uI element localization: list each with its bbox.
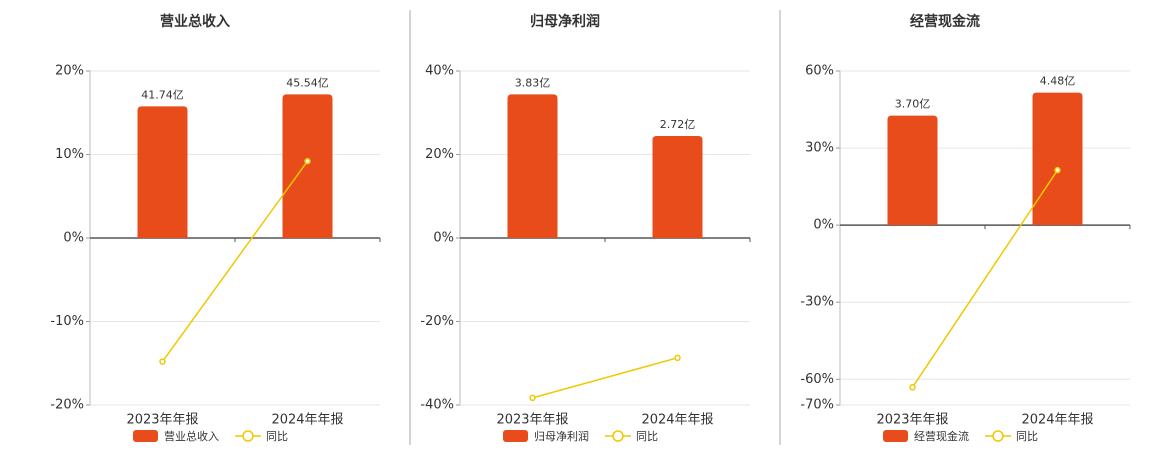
line-point (304, 157, 311, 165)
y-tick-label: 0% (813, 218, 834, 233)
y-tick-label: 0% (433, 231, 454, 246)
y-tick-label: 0% (63, 231, 84, 246)
bar (1032, 92, 1083, 226)
line (911, 169, 1059, 388)
legend-icon (992, 430, 1004, 442)
value-label: 2.72亿 (660, 118, 696, 131)
value-label: 3.70亿 (895, 98, 931, 111)
legend-icon (242, 430, 254, 442)
legend-label: 归母净利润 (534, 429, 589, 443)
value-label: 45.54亿 (286, 76, 329, 89)
line-point (909, 384, 916, 391)
bar (652, 136, 703, 238)
x-tick-label: 2024年年报 (271, 413, 343, 428)
line-point (529, 394, 536, 402)
x-tick-label: 2023年年报 (496, 413, 568, 428)
legend-label: 同比 (266, 430, 288, 443)
bar (282, 94, 333, 238)
y-tick-label: 30% (805, 141, 834, 156)
y-tick-label: -20% (420, 314, 454, 329)
bar (137, 106, 188, 238)
value-label: 4.48亿 (1040, 75, 1076, 88)
y-tick-label: 40% (425, 64, 454, 79)
y-tick-label: -20% (50, 398, 84, 413)
legend-label: 经营现金流 (914, 429, 969, 443)
bar (507, 94, 558, 238)
legend-icon (612, 430, 624, 442)
legend-label: 同比 (1016, 430, 1038, 443)
legend-icon (503, 430, 528, 442)
y-tick-label: -30% (800, 295, 834, 310)
chart-title: 营业总收入 (160, 13, 230, 30)
y-tick-label: -70% (800, 398, 834, 413)
y-tick-label: 60% (805, 64, 834, 79)
line-point (159, 358, 166, 365)
line-point (1054, 166, 1061, 174)
y-tick-label: 10% (55, 147, 84, 162)
legend-label: 同比 (636, 430, 658, 443)
line (532, 357, 678, 399)
y-tick-label: -60% (800, 372, 834, 387)
x-tick-label: 2023年年报 (126, 413, 198, 428)
y-tick-label: 20% (55, 64, 84, 79)
legend-icon (133, 430, 158, 442)
x-tick-label: 2023年年报 (876, 413, 948, 428)
y-tick-label: -10% (50, 314, 84, 329)
x-tick-label: 2024年年报 (1021, 413, 1093, 428)
x-tick-label: 2024年年报 (641, 413, 713, 428)
legend-icon (883, 430, 908, 442)
line-point (674, 354, 681, 362)
line (161, 160, 309, 363)
y-tick-label: 20% (425, 147, 454, 162)
chart-title: 归母净利润 (530, 13, 600, 30)
value-label: 41.74亿 (141, 88, 184, 101)
chart-title: 经营现金流 (910, 13, 980, 30)
value-label: 3.83亿 (515, 76, 551, 89)
legend-label: 营业总收入 (164, 429, 219, 443)
bar (887, 115, 938, 226)
y-tick-label: -40% (420, 398, 454, 413)
